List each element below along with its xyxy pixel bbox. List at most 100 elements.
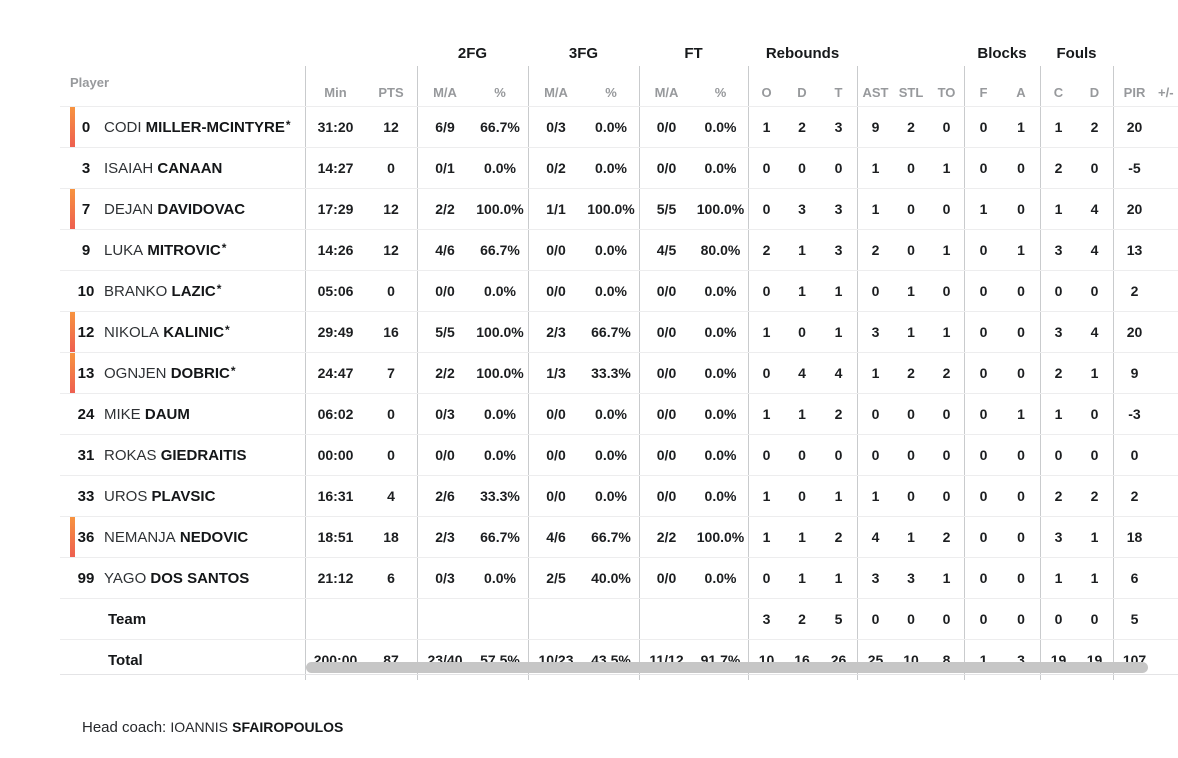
- stat-ast: 3: [857, 312, 893, 352]
- stat-min: 05:06: [305, 271, 365, 311]
- stat-3fg-ma: 2/3: [528, 312, 583, 352]
- group-spacer-player: [60, 40, 305, 66]
- player-first-name: CODI: [104, 118, 142, 136]
- player-cell: 12 NIKOLA KALINIC*: [60, 312, 305, 352]
- starter-asterisk: *: [230, 363, 236, 378]
- stat-to: 1: [942, 324, 951, 340]
- stat-3fg-ma: 0/0: [528, 230, 583, 270]
- stat-2fg-ma: 4/6: [417, 230, 472, 270]
- stat-foul-d: 0: [1090, 283, 1099, 299]
- stat-pir: 2: [1113, 271, 1155, 311]
- stat-to: 0: [942, 406, 951, 422]
- column-header-blk-f: F: [964, 66, 1002, 106]
- stat-ft-pct: 0.0%: [704, 324, 737, 340]
- stat-3fg-pct: 0.0%: [595, 119, 627, 135]
- stat-blk-a: 0: [1017, 160, 1025, 176]
- stat-stl: 1: [907, 324, 915, 340]
- group-spacer-pir: [1113, 40, 1178, 66]
- stat-blk-a: 0: [1017, 365, 1025, 381]
- stat-foul-d: 2: [1090, 488, 1099, 504]
- stat-reb-o: 0: [748, 189, 784, 229]
- stat-foul-c: 3: [1040, 230, 1076, 270]
- stat-stl: 2: [907, 365, 915, 381]
- stat-stl: 0: [907, 447, 915, 463]
- stat-3fg-ma: 1/1: [528, 189, 583, 229]
- box-score-table: 2FG 3FG FT Rebounds Blocks Fouls Player …: [60, 40, 1178, 680]
- stat-ft-pct: 0.0%: [704, 570, 737, 586]
- stat-reb-t: 3: [834, 119, 843, 135]
- table-row: 3 ISAIAH CANAAN 14:27 0 0/1 0.0% 0/2 0.0…: [60, 147, 1178, 188]
- stat-reb-d: 3: [798, 201, 806, 217]
- stat-ft-ma: 0/0: [639, 435, 693, 475]
- stat-stl: 3: [907, 570, 915, 586]
- stat-min: 17:29: [305, 189, 365, 229]
- stat-3fg-pct: 0.0%: [595, 488, 627, 504]
- group-header-rebounds: Rebounds: [765, 44, 840, 62]
- column-header-min: Min: [305, 66, 365, 106]
- stat-pir: 2: [1113, 476, 1155, 516]
- stat-ft-ma: 0/0: [639, 353, 693, 393]
- stat-reb-t: 2: [834, 529, 843, 545]
- column-header-reb-d: D: [797, 85, 807, 100]
- horizontal-scrollbar-thumb[interactable]: [306, 662, 1148, 673]
- stat-foul-c: 0: [1040, 599, 1076, 639]
- stat-foul-d: 2: [1090, 119, 1099, 135]
- on-court-indicator: [70, 107, 75, 147]
- table-row: 33 UROS PLAVSIC 16:31 4 2/6 33.3% 0/0 0.…: [60, 475, 1178, 516]
- player-name: UROS PLAVSIC: [104, 488, 216, 505]
- player-first-name: ISAIAH: [104, 159, 154, 177]
- player-name: ROKAS GIEDRAITIS: [104, 447, 248, 464]
- stat-reb-d: 0: [798, 488, 806, 504]
- stat-blk-a: 1: [1017, 119, 1025, 135]
- player-last-name: LAZIC: [171, 282, 216, 300]
- stat-min: 24:47: [305, 353, 365, 393]
- player-cell: 13 OGNJEN DOBRIC*: [60, 353, 305, 393]
- row-label: Total: [108, 651, 143, 669]
- player-cell: 36 NEMANJA NEDOVIC: [60, 517, 305, 557]
- stat-reb-t: 5: [834, 611, 843, 627]
- player-name: NEMANJA NEDOVIC: [104, 529, 249, 546]
- stat-ast: 0: [857, 435, 893, 475]
- on-court-indicator: [70, 353, 75, 393]
- stat-reb-o: 0: [748, 558, 784, 598]
- player-last-name: DOBRIC: [170, 364, 230, 382]
- stat-reb-t: 0: [834, 447, 843, 463]
- stat-ast: 0: [857, 394, 893, 434]
- stat-3fg-ma: [528, 599, 583, 639]
- player-name: YAGO DOS SANTOS: [104, 570, 250, 587]
- table-row: 36 NEMANJA NEDOVIC 18:51 18 2/3 66.7% 4/…: [60, 516, 1178, 557]
- stat-ast: 3: [857, 558, 893, 598]
- jersey-number: 31: [77, 446, 95, 464]
- stat-pir: 6: [1113, 558, 1155, 598]
- stat-foul-c: 0: [1040, 271, 1076, 311]
- player-last-name: NEDOVIC: [179, 528, 249, 546]
- stat-blk-f: 0: [964, 148, 1002, 188]
- player-first-name: NEMANJA: [104, 528, 176, 546]
- stat-pts: 18: [383, 529, 399, 545]
- player-cell: 3 ISAIAH CANAAN: [60, 148, 305, 188]
- player-last-name: PLAVSIC: [151, 487, 216, 505]
- stat-blk-f: 0: [964, 558, 1002, 598]
- table-row: 12 NIKOLA KALINIC* 29:49 16 5/5 100.0% 2…: [60, 311, 1178, 352]
- player-last-name: MITROVIC: [147, 241, 221, 259]
- stat-pir: 20: [1113, 107, 1155, 147]
- stat-plus-minus: [1155, 558, 1178, 598]
- player-cell: 0 CODI MILLER-MCINTYRE*: [60, 107, 305, 147]
- stat-reb-o: 1: [748, 476, 784, 516]
- row-label: Team: [108, 610, 147, 628]
- stat-2fg-pct: 0.0%: [484, 406, 516, 422]
- stat-ft-pct: 0.0%: [704, 160, 737, 176]
- stat-foul-c: 3: [1040, 517, 1076, 557]
- stat-pts: 0: [387, 160, 395, 176]
- stat-reb-d: 1: [798, 529, 806, 545]
- stat-pir: 20: [1113, 189, 1155, 229]
- stat-ft-ma: 0/0: [639, 107, 693, 147]
- player-first-name: UROS: [104, 487, 148, 505]
- stat-blk-a: 3: [1017, 652, 1025, 668]
- stat-stl: 0: [907, 611, 915, 627]
- stat-blk-f: 0: [964, 517, 1002, 557]
- stat-ft-ma: 0/0: [639, 558, 693, 598]
- stat-3fg-ma: 0/0: [528, 435, 583, 475]
- table-row: 10 BRANKO LAZIC* 05:06 0 0/0 0.0% 0/0 0.…: [60, 270, 1178, 311]
- stat-reb-o: 1: [748, 107, 784, 147]
